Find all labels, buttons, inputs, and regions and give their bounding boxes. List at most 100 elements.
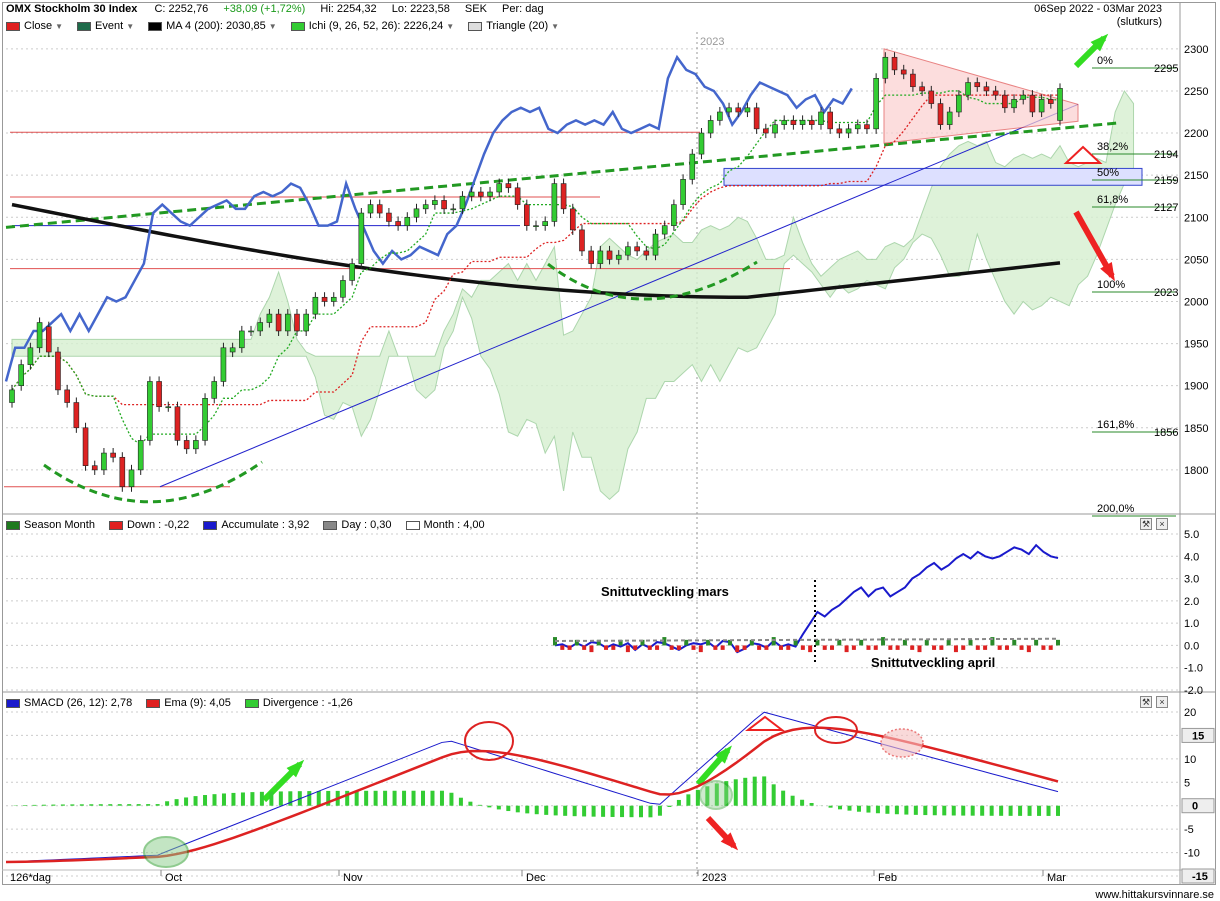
- candle: [9, 389, 15, 403]
- candle: [156, 381, 162, 408]
- y-tick-label: 2150: [1184, 170, 1208, 182]
- season-bar: [764, 645, 769, 650]
- accumulate-line: [554, 543, 1059, 654]
- candle: [330, 296, 337, 302]
- candle: [946, 111, 953, 125]
- legend1-item-0[interactable]: Close ▼: [6, 20, 63, 32]
- divergence-bar: [970, 805, 975, 816]
- season-bar: [961, 645, 966, 650]
- legend2-label: Accumulate : 3,92: [221, 519, 310, 531]
- legend2-item-1[interactable]: Down : -0,22: [108, 519, 189, 531]
- divergence-bar: [458, 797, 463, 806]
- divergence-bar: [620, 805, 625, 818]
- season-bar: [837, 639, 842, 646]
- legend3-item-1[interactable]: Ema (9): 4,05: [146, 697, 231, 709]
- legend2-item-2[interactable]: Accumulate : 3,92: [203, 519, 309, 531]
- legend1-label: Close: [24, 20, 53, 32]
- divergence-bar: [752, 776, 757, 806]
- chevron-down-icon[interactable]: ▼: [126, 21, 135, 31]
- candle: [1057, 88, 1063, 121]
- divergence-bar: [951, 805, 956, 816]
- legend2-item-3[interactable]: Day : 0,30: [323, 519, 392, 531]
- slutkurs-label: (slutkurs): [1116, 16, 1162, 28]
- divergence-bar: [193, 796, 198, 806]
- divergence-bar: [686, 794, 691, 806]
- y-tick-label: 1.0: [1184, 618, 1199, 630]
- wrench-icon[interactable]: ⚒: [1140, 518, 1152, 530]
- fib-label: 38,2%: [1097, 141, 1128, 153]
- y-tick-label: -5: [1184, 824, 1194, 836]
- divergence-bar: [525, 805, 530, 814]
- wrench-icon[interactable]: ⚒: [1140, 696, 1152, 708]
- x-tick-label: Feb: [878, 872, 897, 884]
- annotation-april: Snittutveckling april: [871, 655, 996, 670]
- candle: [790, 120, 797, 125]
- divergence-bar: [572, 805, 577, 817]
- divergence-bar: [146, 804, 151, 806]
- divergence-bar: [705, 786, 710, 806]
- candle: [726, 107, 732, 113]
- fib-value: 2127: [1154, 202, 1178, 214]
- candle: [468, 191, 475, 197]
- divergence-bar: [942, 805, 947, 816]
- divergence-bar: [582, 805, 587, 817]
- swatch-icon: [290, 21, 305, 31]
- candle: [340, 280, 346, 298]
- season-bar: [560, 645, 565, 650]
- candle: [524, 204, 530, 226]
- candle: [147, 381, 153, 441]
- candle: [422, 204, 429, 210]
- close-icon[interactable]: ×: [1156, 518, 1168, 530]
- fib-label: 161,8%: [1097, 419, 1135, 431]
- candle: [615, 254, 622, 260]
- legend2-item-0[interactable]: Season Month: [6, 519, 95, 531]
- divergence-bar: [240, 792, 245, 806]
- chevron-down-icon[interactable]: ▼: [446, 21, 455, 31]
- candle: [110, 452, 116, 458]
- season-bar: [647, 645, 652, 650]
- divergence-bar: [70, 804, 75, 806]
- close-icon[interactable]: ×: [1156, 696, 1168, 708]
- candle: [487, 191, 493, 197]
- season-bar: [968, 639, 973, 646]
- candle: [165, 406, 172, 409]
- legend3-item-2[interactable]: Divergence : -1,26: [244, 697, 353, 709]
- y-tick-label: 2100: [1184, 212, 1208, 224]
- divergence-bar: [847, 805, 852, 811]
- chevron-down-icon[interactable]: ▼: [55, 21, 64, 31]
- candle: [965, 82, 971, 96]
- candle: [73, 402, 80, 429]
- candle: [891, 56, 898, 71]
- divergence-bar: [762, 776, 767, 806]
- season-bar: [720, 645, 725, 650]
- season-bar: [917, 645, 922, 653]
- legend1-item-1[interactable]: Event ▼: [77, 20, 134, 32]
- candle: [606, 250, 613, 260]
- divergence-bar: [288, 791, 293, 806]
- legend2-item-4[interactable]: Month : 4,00: [405, 519, 485, 531]
- legend1-label: MA 4 (200): 2030,85: [166, 20, 266, 32]
- candle: [827, 111, 833, 130]
- divergence-bar: [743, 777, 748, 806]
- chevron-down-icon[interactable]: ▼: [551, 21, 560, 31]
- y-tick-label: 1900: [1184, 381, 1208, 393]
- x-tick-label: 2023: [702, 872, 726, 884]
- divergence-bar: [506, 805, 511, 812]
- legend1-item-4[interactable]: Triangle (20) ▼: [468, 20, 559, 32]
- chevron-down-icon[interactable]: ▼: [268, 21, 277, 31]
- legend1-item-3[interactable]: Ichi (9, 26, 52, 26): 2226,24 ▼: [290, 20, 455, 32]
- season-bar: [793, 639, 798, 646]
- divergence-bar: [648, 805, 653, 818]
- x-tick-label: 126*dag: [10, 872, 51, 884]
- legend1-item-2[interactable]: MA 4 (200): 2030,85 ▼: [148, 20, 277, 32]
- website-label[interactable]: www.hittakursvinnare.se: [1095, 889, 1214, 901]
- candle: [671, 204, 677, 226]
- candle: [183, 440, 190, 450]
- season-bar: [822, 645, 827, 650]
- divergence-bar: [932, 805, 937, 816]
- divergence-bar: [714, 783, 719, 806]
- season-bar: [844, 645, 849, 653]
- candle: [744, 107, 751, 113]
- legend3-item-0[interactable]: SMACD (26, 12): 2,78: [6, 697, 132, 709]
- divergence-bar: [724, 781, 729, 806]
